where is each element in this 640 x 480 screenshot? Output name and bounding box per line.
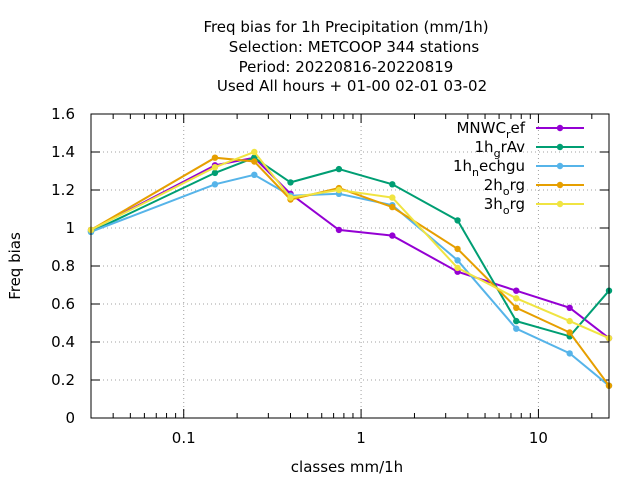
data-point bbox=[251, 148, 258, 156]
y-tick-label: 0.4 bbox=[51, 333, 75, 351]
legend-marker bbox=[556, 181, 564, 189]
data-point bbox=[513, 304, 520, 311]
data-point bbox=[566, 329, 573, 336]
data-point bbox=[513, 287, 520, 294]
data-point bbox=[335, 226, 343, 234]
legend-label: 2horg bbox=[484, 176, 525, 198]
data-point bbox=[454, 245, 461, 253]
data-point bbox=[211, 169, 219, 177]
x-tick-label: 10 bbox=[529, 429, 548, 447]
data-point bbox=[566, 317, 573, 325]
series-line bbox=[90, 173, 610, 387]
series-line bbox=[90, 156, 610, 339]
plot-frame bbox=[90, 113, 610, 419]
chart-title: Freq bias for 1h Precipitation (mm/1h) S… bbox=[203, 18, 488, 95]
x-tick-label: 0.1 bbox=[172, 429, 196, 447]
y-tick-label: 0 bbox=[65, 409, 75, 427]
title-line-1: Freq bias for 1h Precipitation (mm/1h) bbox=[203, 18, 488, 36]
data-point bbox=[389, 203, 396, 211]
series-1h_grAv bbox=[87, 154, 613, 340]
title-line-4: Used All hours + 01-00 02-01 03-02 bbox=[217, 77, 487, 95]
data-point bbox=[287, 179, 294, 186]
legend-label: 1hgrAv bbox=[475, 138, 526, 160]
data-point bbox=[454, 264, 461, 272]
data-point bbox=[211, 154, 219, 161]
y-tick-label: 1.6 bbox=[51, 105, 75, 123]
data-point bbox=[389, 181, 396, 188]
y-tick-label: 1.2 bbox=[51, 181, 75, 199]
data-point bbox=[454, 257, 461, 264]
legend-label: 1hnechgu bbox=[453, 157, 525, 179]
data-point bbox=[454, 217, 461, 224]
y-axis-label: Freq bias bbox=[6, 232, 24, 300]
legend-marker bbox=[556, 124, 564, 132]
x-tick-label: 1 bbox=[356, 429, 366, 447]
data-point bbox=[513, 317, 520, 325]
title-line-3: Period: 20220816-20220819 bbox=[239, 58, 454, 76]
x-axis-label: classes mm/1h bbox=[291, 458, 403, 476]
series-1h_nechgu bbox=[87, 171, 613, 389]
series-line bbox=[90, 156, 610, 338]
data-point bbox=[389, 194, 396, 201]
axis-tick-labels: 0 0.2 0.4 0.6 0.8 1 1.2 1.4 1.6 0.1 1 10 bbox=[51, 105, 548, 447]
legend-marker bbox=[556, 143, 564, 151]
data-point bbox=[513, 325, 520, 332]
y-tick-label: 0.2 bbox=[51, 371, 75, 389]
legend-label: 3horg bbox=[484, 195, 525, 217]
series-MNWC_ref bbox=[87, 154, 613, 342]
data-point bbox=[211, 164, 219, 171]
legend-label: MNWCref bbox=[456, 119, 525, 141]
series-3h_org bbox=[87, 148, 613, 342]
data-point bbox=[335, 186, 343, 194]
data-point bbox=[211, 181, 219, 188]
legend-marker bbox=[556, 162, 564, 170]
data-point bbox=[566, 350, 573, 357]
data-point bbox=[287, 194, 294, 201]
y-tick-label: 1.4 bbox=[51, 143, 75, 161]
y-tick-label: 0.6 bbox=[51, 295, 75, 313]
y-tick-label: 1 bbox=[65, 219, 75, 237]
title-line-2: Selection: METCOOP 344 stations bbox=[229, 38, 480, 56]
series-layer bbox=[87, 148, 613, 389]
data-point bbox=[251, 158, 258, 165]
data-point bbox=[389, 232, 396, 239]
data-point bbox=[335, 165, 343, 173]
data-point bbox=[251, 171, 258, 178]
series-line bbox=[90, 150, 610, 340]
legend-marker bbox=[556, 200, 564, 208]
y-tick-label: 0.8 bbox=[51, 257, 75, 275]
data-point bbox=[566, 304, 573, 311]
data-point bbox=[513, 295, 520, 302]
grid-lines bbox=[91, 114, 609, 418]
